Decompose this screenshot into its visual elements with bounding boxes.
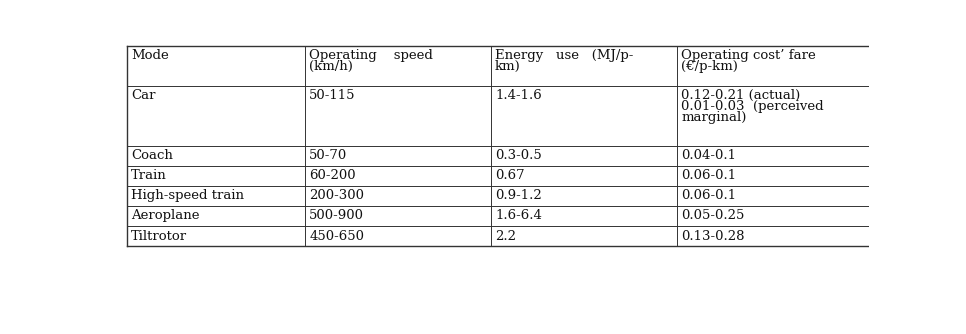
Text: Mode: Mode [130, 49, 169, 62]
Text: Coach: Coach [130, 149, 173, 162]
Text: Car: Car [130, 90, 156, 102]
Text: 0.01-0.03  (perceived: 0.01-0.03 (perceived [681, 100, 824, 113]
Text: 0.9-1.2: 0.9-1.2 [496, 189, 542, 202]
Text: 50-115: 50-115 [309, 90, 355, 102]
Text: High-speed train: High-speed train [130, 189, 243, 202]
Text: 0.06-0.1: 0.06-0.1 [681, 169, 736, 182]
Text: 0.13-0.28: 0.13-0.28 [681, 229, 745, 242]
Text: 50-70: 50-70 [309, 149, 348, 162]
Text: (km/h): (km/h) [309, 60, 353, 73]
Text: 1.4-1.6: 1.4-1.6 [496, 90, 542, 102]
Text: 1.6-6.4: 1.6-6.4 [496, 209, 542, 222]
Text: Tiltrotor: Tiltrotor [130, 229, 187, 242]
Text: 0.06-0.1: 0.06-0.1 [681, 189, 736, 202]
Text: 450-650: 450-650 [309, 229, 364, 242]
Text: 200-300: 200-300 [309, 189, 364, 202]
Text: Train: Train [130, 169, 166, 182]
Text: 0.12-0.21 (actual): 0.12-0.21 (actual) [681, 90, 800, 102]
Text: Energy   use   (MJ/p-: Energy use (MJ/p- [496, 49, 634, 62]
Text: Aeroplane: Aeroplane [130, 209, 199, 222]
Text: 60-200: 60-200 [309, 169, 355, 182]
Text: marginal): marginal) [681, 111, 747, 124]
Text: (€/p-km): (€/p-km) [681, 60, 738, 73]
Text: 0.67: 0.67 [496, 169, 525, 182]
Text: 0.3-0.5: 0.3-0.5 [496, 149, 542, 162]
Text: 2.2: 2.2 [496, 229, 516, 242]
Text: 0.05-0.25: 0.05-0.25 [681, 209, 745, 222]
Text: Operating cost’ fare: Operating cost’ fare [681, 49, 816, 62]
Text: Operating    speed: Operating speed [309, 49, 433, 62]
Text: 500-900: 500-900 [309, 209, 364, 222]
Text: km): km) [496, 60, 521, 73]
Text: 0.04-0.1: 0.04-0.1 [681, 149, 736, 162]
